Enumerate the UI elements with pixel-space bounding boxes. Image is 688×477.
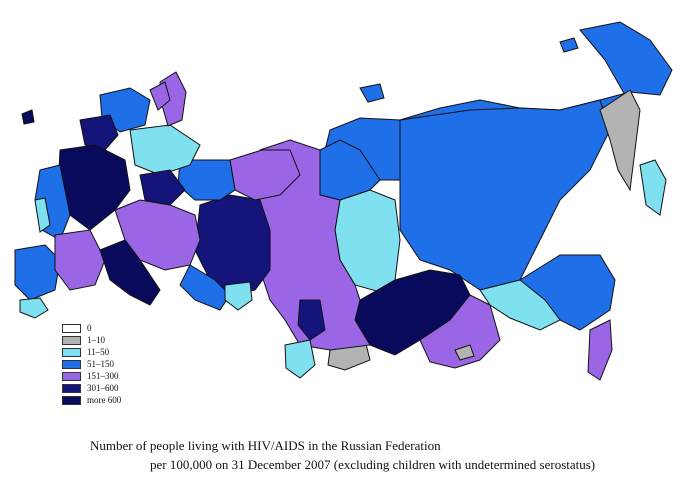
region-siberia-east	[399, 99, 611, 291]
legend-swatch	[62, 371, 81, 381]
region-chita-gray	[454, 344, 475, 361]
region-amur	[479, 279, 561, 331]
region-kamchatka	[599, 89, 641, 192]
legend-item: more 600	[62, 394, 172, 406]
region-kaliningrad	[21, 109, 35, 125]
legend-item: 151–300	[62, 370, 172, 382]
region-south-blue	[14, 244, 61, 301]
region-novosibirsk-islands	[359, 83, 385, 103]
legend-label: 51–150	[87, 359, 114, 369]
region-south-navy	[99, 239, 161, 306]
legend-swatch	[62, 359, 81, 369]
region-orenburg	[179, 264, 231, 311]
russia-hiv-map	[14, 21, 673, 381]
legend-swatch	[62, 335, 81, 345]
legend-item: 1–10	[62, 334, 172, 346]
region-south-light-2	[19, 297, 49, 319]
legend-label: 11–50	[87, 347, 110, 357]
legend-label: 0	[87, 323, 92, 333]
legend-swatch	[62, 323, 81, 333]
region-altai	[284, 339, 316, 379]
region-kemerovo	[297, 299, 326, 341]
region-yamal	[229, 149, 301, 201]
region-samara-navy	[139, 169, 186, 206]
region-sakhalin	[639, 159, 667, 216]
legend-label: more 600	[87, 395, 122, 405]
legend-swatch	[62, 383, 81, 393]
legend-label: 301–600	[87, 383, 119, 393]
region-buryatia	[419, 294, 501, 369]
region-karelia	[149, 81, 171, 111]
region-wrangel	[559, 37, 579, 53]
legend-item: 0	[62, 322, 172, 334]
region-chelyabinsk-light	[224, 281, 253, 311]
legend-item: 11–50	[62, 346, 172, 358]
legend-item: 301–600	[62, 382, 172, 394]
legend-label: 1–10	[87, 335, 105, 345]
legend-swatch	[62, 347, 81, 357]
region-north-west-navy	[79, 114, 119, 151]
region-urals-navy	[194, 194, 271, 296]
region-south-light	[34, 197, 51, 233]
legend: 0 1–10 11–50 51–150 151–300 301–600 more…	[62, 322, 172, 406]
legend-item: 51–150	[62, 358, 172, 370]
legend-swatch	[62, 395, 81, 405]
region-primorye	[587, 319, 613, 381]
caption-line-1: Number of people living with HIV/AIDS in…	[90, 438, 441, 453]
caption-line-2: per 100,000 on 31 December 2007 (excludi…	[150, 457, 596, 472]
legend-label: 151–300	[87, 371, 119, 381]
region-south-purple	[54, 229, 106, 291]
